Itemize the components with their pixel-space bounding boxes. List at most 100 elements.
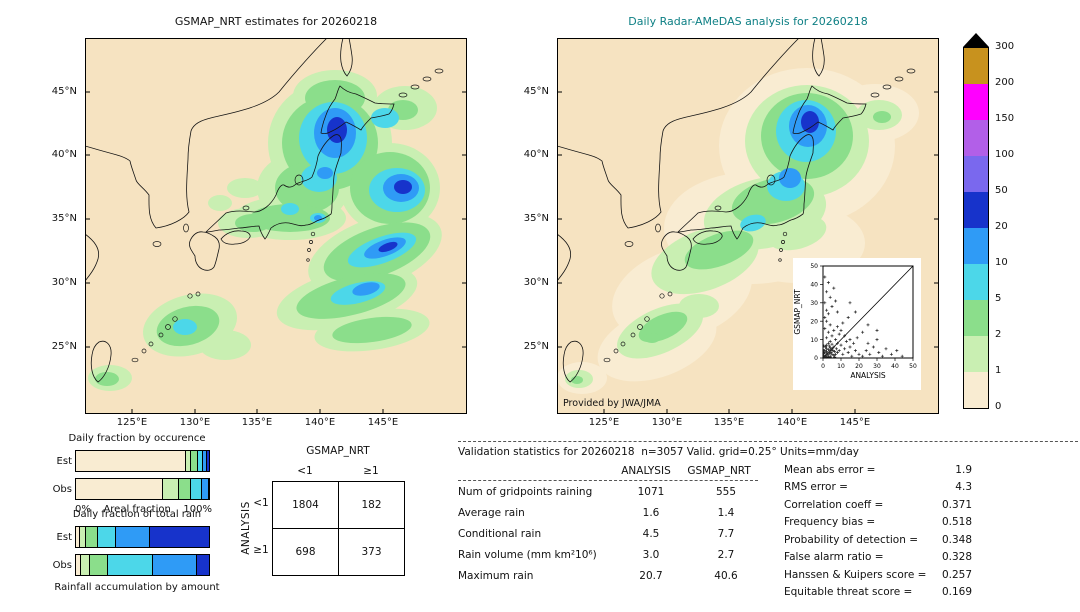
bar-segment-10-20 (114, 527, 150, 547)
axis-min-label: 0% (75, 504, 91, 515)
svg-text:0: 0 (821, 363, 825, 370)
lon-tick-label: 135°E (713, 417, 745, 428)
lon-tick-label: 125°E (116, 417, 148, 428)
bar-segment-1-2 (79, 555, 90, 575)
svg-text:40: 40 (810, 282, 818, 289)
bar-segment-2-5 (190, 451, 197, 471)
stats-col-gsmap: GSMAP_NRT (687, 465, 751, 477)
colorbar-overflow-triangle (963, 33, 989, 47)
colorbar-tick-label: 1 (995, 365, 1002, 376)
bar-segment-5-10 (97, 527, 115, 547)
svg-text:20: 20 (855, 363, 863, 370)
axis-title: Areal fraction (103, 504, 171, 515)
contingency-row-label: ≥1 (253, 544, 269, 556)
validation-statistics: Validation statistics for 20260218 n=305… (458, 441, 1078, 601)
est-occurrence-bar (75, 450, 210, 472)
radar-precip-field (557, 68, 919, 394)
bar-segment-0-1 (76, 555, 80, 575)
credit-text: Provided by JWA/JMA (563, 398, 661, 409)
stats-table-header: ANALYSIS GSMAP_NRT (458, 465, 758, 481)
row-label-obs: Obs (52, 559, 72, 571)
inset-scatter: 00 10 10 20 20 30 30 40 40 50 50 ANALYSIS GSMAP_NRT (793, 258, 921, 390)
colorbar-tick-label: 300 (995, 41, 1015, 52)
bar-segment-2-5 (178, 479, 191, 499)
obs-totalrain-bar (75, 554, 210, 576)
svg-text:50: 50 (909, 363, 917, 370)
colorbar-segment (964, 120, 988, 156)
colorbar-segment (964, 192, 988, 228)
left-map-title: GSMAP_NRT estimates for 20260218 (174, 15, 378, 28)
metric-row: Hanssen & Kuipers score = 0.257 (784, 568, 972, 581)
stats-col-analysis: ANALYSIS (621, 465, 671, 477)
colorbar: 300 200 150 100 50 20 10 5 2 1 0 (963, 33, 1038, 433)
contingency-col-label: ≥1 (363, 465, 379, 477)
gsmap-map-canvas (85, 38, 467, 414)
colorbar-tick-label: 0 (995, 401, 1002, 412)
lat-tick-label: 30°N (51, 277, 77, 288)
stats-metrics: Mean abs error = 1.9 RMS error = 4.3 Correla… (784, 461, 984, 601)
est-totalrain-bar (75, 526, 210, 548)
contingency-cell: 373 (338, 528, 405, 576)
colorbar-segment (964, 372, 988, 408)
lat-tick-label: 25°N (523, 341, 549, 352)
colorbar-tick-label: 20 (995, 221, 1008, 232)
metric-row: Mean abs error = 1.9 (784, 463, 972, 476)
gsmap-map: GSMAP_NRT estimates for 20260218 (52, 15, 467, 428)
lat-axis: 45°N 40°N 35°N 30°N 25°N (37, 38, 81, 414)
obs-occurrence-bar (75, 478, 210, 500)
lon-tick-label: 145°E (839, 417, 871, 428)
svg-text:10: 10 (810, 337, 818, 344)
bar-segment-1-2 (185, 451, 191, 471)
contingency-col-label: <1 (297, 465, 313, 477)
lat-tick-label: 30°N (523, 277, 549, 288)
lon-axis: 125°E 130°E 135°E 140°E 145°E (85, 414, 467, 430)
colorbar-segment (964, 48, 988, 84)
stats-row: Rain volume (mm km²10⁶) 3.0 2.7 (458, 548, 735, 561)
gsmap-precip-field (88, 70, 442, 391)
lat-tick-label: 35°N (51, 213, 77, 224)
contingency-cell: 182 (338, 481, 405, 529)
colorbar-segment (964, 228, 988, 264)
bar-segment-5-10 (190, 479, 201, 499)
svg-text:30: 30 (810, 300, 818, 307)
svg-text:50: 50 (810, 263, 818, 270)
bar-segment-0-1 (76, 527, 79, 547)
colorbar-segment (964, 156, 988, 192)
stats-row: Average rain 1.6 1.4 (458, 506, 735, 519)
metric-row: Probability of detection = 0.348 (784, 533, 972, 546)
lon-tick-label: 130°E (179, 417, 211, 428)
lat-tick-label: 25°N (51, 341, 77, 352)
contingency-title: GSMAP_NRT (306, 445, 370, 457)
contingency-row-label: <1 (253, 497, 269, 509)
metric-row: False alarm ratio = 0.328 (784, 551, 972, 564)
bar-segment-2-5 (85, 527, 98, 547)
svg-text:ANALYSIS: ANALYSIS (850, 371, 886, 380)
bar-segment-1-2 (162, 479, 179, 499)
bar-segment-20-50 (207, 479, 209, 499)
lon-tick-label: 135°E (241, 417, 273, 428)
lat-tick-label: 45°N (51, 86, 77, 97)
colorbar-tick-label: 5 (995, 293, 1002, 304)
totalrain-chart-title: Daily fraction of total rain (72, 509, 202, 520)
occurrence-chart-title: Daily fraction by occurence (68, 433, 206, 444)
bar-segment-20-50 (206, 451, 209, 471)
colorbar-segment (964, 84, 988, 120)
svg-text:40: 40 (891, 363, 899, 370)
colorbar-tick-label: 150 (995, 113, 1015, 124)
totalrain-chart-footer: Rainfall accumulation by amount (54, 582, 220, 593)
colorbar-tick-label: 50 (995, 185, 1008, 196)
lon-tick-label: 125°E (588, 417, 620, 428)
stats-table: ANALYSIS GSMAP_NRT Num of gridpoints rai… (458, 465, 768, 586)
axis-max-label: 100% (183, 504, 212, 515)
svg-text:20: 20 (810, 318, 818, 325)
svg-text:0: 0 (814, 355, 818, 362)
bar-segment-2-5 (89, 555, 107, 575)
bar-segment-5-10 (106, 555, 152, 575)
metric-row: Frequency bias = 0.518 (784, 516, 972, 529)
bar-segment-10-20 (202, 451, 207, 471)
lon-tick-label: 130°E (651, 417, 683, 428)
bar-segment-0-1 (76, 451, 186, 471)
stats-row: Maximum rain 20.7 40.6 (458, 569, 738, 582)
radar-amedas-map: Daily Radar-AMeDAS analysis for 20260218 (524, 15, 939, 428)
lon-tick-label: 140°E (304, 417, 336, 428)
